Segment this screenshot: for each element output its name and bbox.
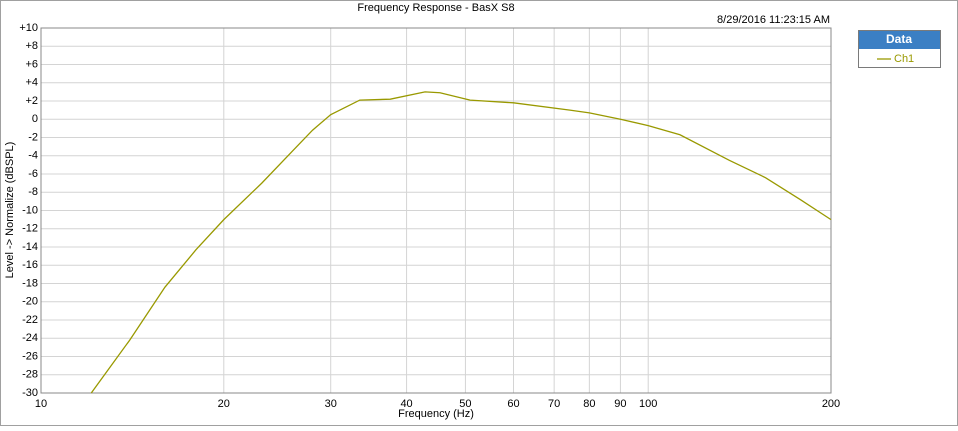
y-tick-label: -10 — [22, 204, 38, 216]
y-tick-label: -28 — [22, 369, 38, 381]
x-tick-label: 100 — [639, 398, 657, 410]
y-tick-label: -30 — [22, 387, 38, 399]
x-axis-label: Frequency (Hz) — [398, 408, 474, 420]
x-tick-label: 60 — [507, 398, 519, 410]
legend-title: Data — [886, 32, 912, 46]
x-tick-label: 20 — [218, 398, 230, 410]
x-tick-label: 50 — [459, 398, 471, 410]
y-tick-label: -12 — [22, 223, 38, 235]
y-tick-label: 0 — [32, 113, 38, 125]
y-tick-label: -8 — [28, 186, 38, 198]
legend-label: Ch1 — [894, 53, 914, 65]
x-tick-label: 10 — [35, 398, 47, 410]
x-tick-label: 200 — [822, 398, 840, 410]
x-tick-label: 70 — [548, 398, 560, 410]
y-tick-label: +2 — [25, 95, 38, 107]
y-tick-label: -14 — [22, 241, 38, 253]
y-tick-label: -22 — [22, 314, 38, 326]
y-tick-label: -2 — [28, 131, 38, 143]
y-tick-label: -18 — [22, 277, 38, 289]
series-line — [90, 91, 832, 394]
y-tick-label: +4 — [25, 77, 38, 89]
y-tick-label: -26 — [22, 350, 38, 362]
timestamp: 8/29/2016 11:23:15 AM — [717, 14, 830, 26]
y-tick-label: -24 — [22, 332, 38, 344]
x-tick-label: 40 — [400, 398, 412, 410]
x-tick-label: 90 — [614, 398, 626, 410]
y-axis-label: Level -> Normalize (dBSPL) — [4, 142, 16, 279]
plot-border — [40, 27, 832, 394]
chart-title: Frequency Response - BasX S8 — [357, 2, 514, 14]
y-tick-label: +8 — [25, 40, 38, 52]
y-tick-label: -4 — [28, 150, 38, 162]
y-tick-label: -6 — [28, 168, 38, 180]
y-tick-label: -16 — [22, 259, 38, 271]
y-tick-label: -20 — [22, 296, 38, 308]
y-tick-label: +10 — [19, 22, 38, 34]
y-tick-label: +6 — [25, 58, 38, 70]
legend-header — [859, 31, 940, 49]
x-tick-label: 80 — [583, 398, 595, 410]
x-tick-label: 30 — [325, 398, 337, 410]
